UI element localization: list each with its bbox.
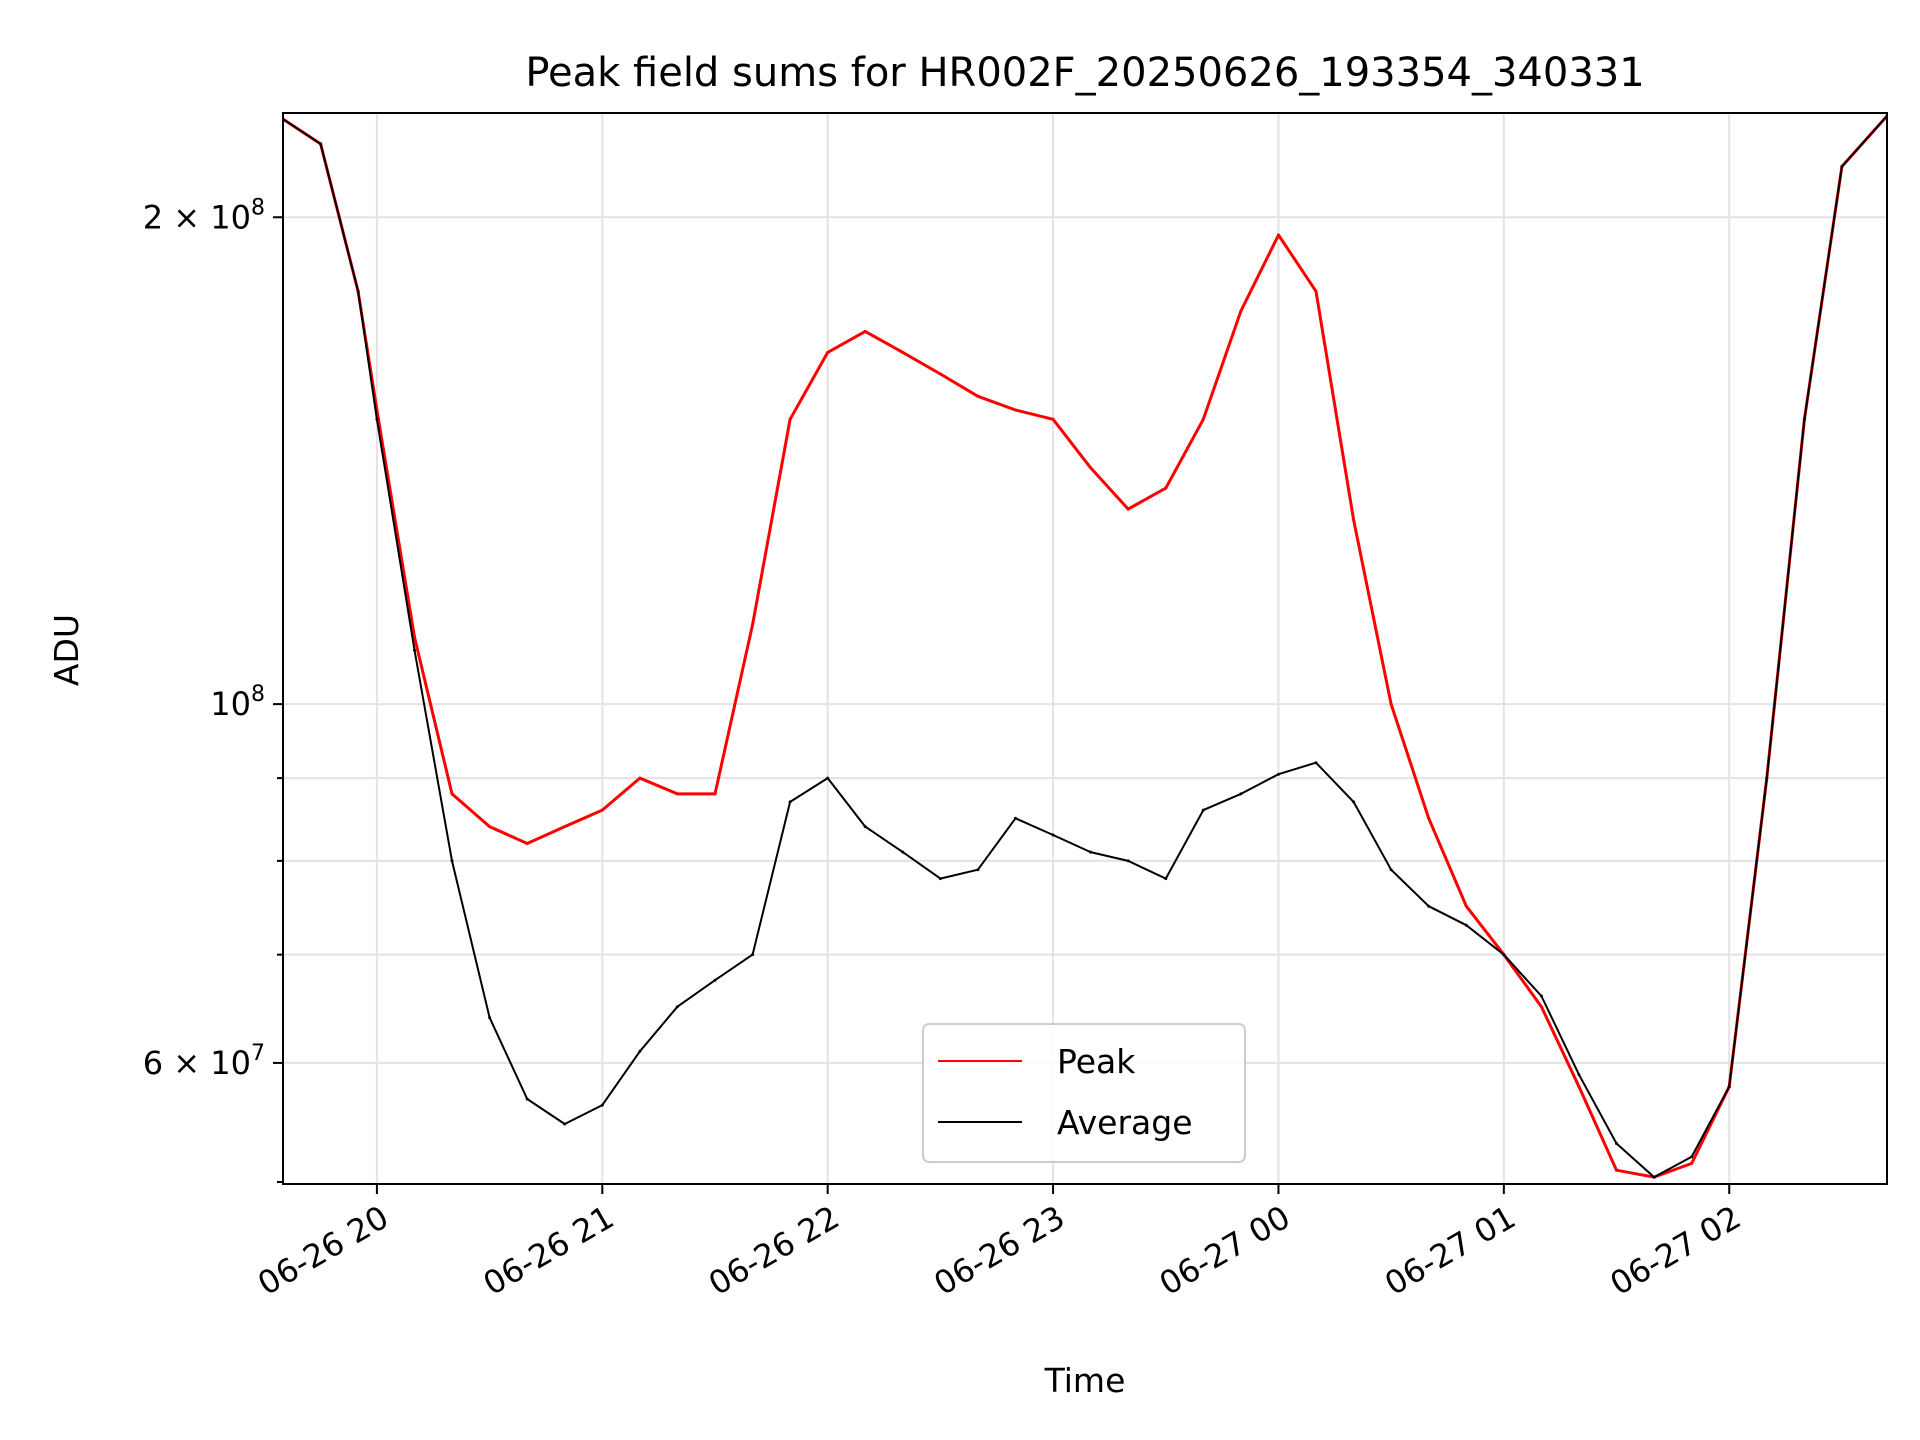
data-point-average — [976, 868, 980, 872]
data-point-average — [1089, 850, 1093, 854]
data-point-average — [488, 1016, 492, 1020]
data-point-peak — [1690, 1161, 1694, 1165]
series-line-average — [283, 115, 1887, 1179]
data-point-average — [1765, 776, 1769, 780]
data-point-average — [1802, 417, 1806, 421]
data-point-average — [1464, 923, 1468, 927]
data-point-average — [600, 1103, 604, 1107]
data-point-average — [563, 1122, 567, 1126]
legend: Peak Average — [922, 1023, 1246, 1163]
y-axis-label: ADU — [47, 614, 86, 686]
data-point-average — [788, 800, 792, 804]
data-point-peak — [1577, 1085, 1581, 1089]
data-point-average — [901, 850, 905, 854]
data-point-peak — [1352, 518, 1356, 522]
data-point-average — [938, 877, 942, 881]
data-point-peak — [1314, 289, 1318, 293]
series-layer — [283, 114, 1887, 1179]
data-point-average — [356, 289, 360, 293]
data-point-peak — [1389, 702, 1393, 706]
data-point-average — [1277, 772, 1280, 776]
data-point-peak — [1239, 309, 1243, 313]
data-point-peak — [1539, 1005, 1543, 1009]
data-point-average — [1051, 833, 1055, 837]
data-point-peak — [638, 776, 642, 780]
data-point-average — [1201, 808, 1205, 812]
data-point-average — [1014, 816, 1017, 820]
legend-peak-label: Peak — [1057, 1042, 1136, 1081]
data-point-average — [525, 1097, 529, 1101]
series-line-peak — [283, 115, 1887, 1179]
data-point-average — [638, 1049, 642, 1053]
data-point-average — [1164, 877, 1168, 881]
chart-title: Peak field sums for HR002F_20250626_1933… — [525, 50, 1644, 96]
data-point-average — [713, 978, 717, 982]
legend-average-label: Average — [1057, 1103, 1193, 1142]
data-point-peak — [563, 825, 567, 829]
data-point-peak — [1089, 466, 1093, 470]
data-point-average — [1615, 1142, 1618, 1145]
data-point-average — [826, 776, 830, 780]
data-point-average — [1126, 859, 1130, 863]
data-point-peak — [1014, 408, 1017, 412]
data-point-average — [1727, 1085, 1731, 1089]
data-point-average — [1239, 792, 1243, 796]
data-point-peak — [488, 825, 492, 829]
y-tick-label-exponent: 8 — [251, 195, 265, 220]
data-point-peak — [600, 808, 604, 812]
y-tick-label-base: 2 × 10 — [143, 198, 251, 236]
data-point-peak — [413, 635, 416, 639]
data-point-peak — [1615, 1168, 1618, 1172]
data-point-average — [1539, 994, 1543, 998]
data-point-average — [1652, 1175, 1656, 1179]
data-point-average — [751, 953, 755, 957]
data-point-average — [1577, 1073, 1581, 1077]
data-point-peak — [863, 329, 867, 333]
data-point-average — [413, 648, 416, 652]
data-point-peak — [976, 394, 980, 398]
data-point-peak — [751, 623, 755, 626]
data-point-peak — [713, 792, 717, 796]
grid — [283, 113, 1887, 1184]
data-point-average — [1427, 904, 1431, 908]
data-point-average — [1840, 165, 1844, 168]
data-point-peak — [938, 372, 942, 376]
y-tick-label: 2 × 108 — [143, 195, 265, 236]
data-point-average — [375, 417, 379, 421]
data-point-peak — [450, 792, 454, 796]
data-point-peak — [788, 417, 792, 421]
data-point-average — [1502, 953, 1506, 957]
y-tick-label-base: 10 — [210, 685, 251, 723]
data-point-peak — [1277, 233, 1280, 237]
data-point-average — [1314, 761, 1318, 765]
data-point-peak — [1164, 486, 1168, 490]
y-tick-label-exponent: 8 — [251, 682, 265, 707]
data-point-peak — [826, 350, 830, 354]
data-point-average — [863, 825, 867, 829]
y-tick-label-base: 6 × 10 — [143, 1044, 251, 1082]
data-point-average — [450, 859, 454, 863]
plot-frame — [282, 112, 1888, 1185]
data-point-peak — [1126, 507, 1130, 511]
data-point-peak — [1464, 904, 1468, 908]
data-point-average — [1690, 1155, 1694, 1159]
data-point-average — [319, 142, 323, 146]
y-tick-label: 6 × 107 — [143, 1041, 265, 1082]
y-tick-label-exponent: 7 — [251, 1041, 265, 1066]
data-point-average — [1352, 800, 1356, 804]
data-point-peak — [525, 842, 529, 845]
x-axis-label: Time — [1044, 1361, 1126, 1400]
data-point-peak — [1051, 417, 1055, 421]
data-point-peak — [1427, 816, 1431, 820]
data-point-peak — [675, 792, 679, 796]
y-tick-label: 108 — [210, 682, 265, 723]
data-point-peak — [901, 350, 905, 354]
data-point-average — [675, 1005, 679, 1009]
data-point-peak — [1201, 417, 1205, 421]
data-point-average — [1389, 868, 1393, 872]
legend-box — [922, 1023, 1246, 1163]
